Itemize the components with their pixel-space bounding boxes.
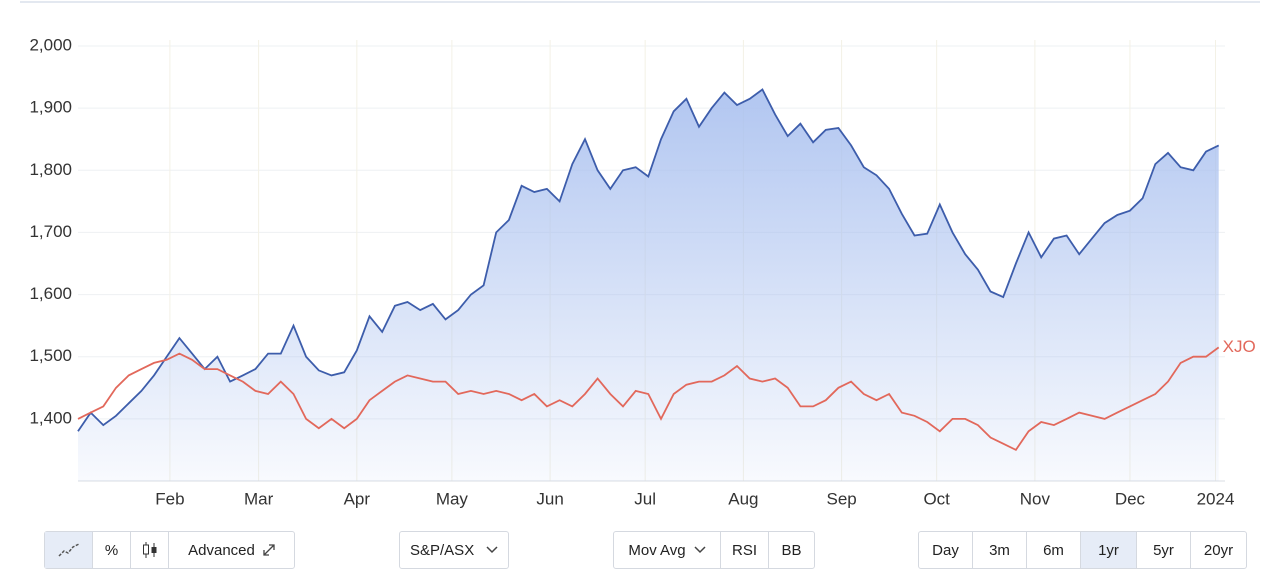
toolbar-button[interactable]: Mov Avg [614, 532, 721, 568]
x-tick-label: Jul [634, 489, 656, 508]
toolbar-button[interactable]: RSI [721, 532, 769, 568]
series-line [77, 88, 1220, 432]
y-tick-label: 1,700 [29, 222, 72, 241]
index-select-label: S&P/ASX [410, 541, 475, 559]
advanced-button[interactable]: Advanced [169, 532, 294, 568]
index-select[interactable]: S&P/ASX [400, 532, 508, 568]
x-tick-label: May [436, 489, 469, 508]
chevron [486, 546, 498, 554]
range-group: Day 3m 6m 1yr 5yr 20yr [918, 531, 1247, 569]
chevron [694, 546, 706, 554]
x-tick-label: Oct [923, 489, 950, 508]
x-tick-label: Sep [826, 489, 856, 508]
series-label: XJO [1223, 337, 1256, 356]
x-tick-label: Apr [344, 489, 371, 508]
x-tick-label: Feb [155, 489, 184, 508]
x-tick-label: 2024 [1197, 489, 1235, 508]
x-tick-label: Jun [536, 489, 563, 508]
y-tick-label: 1,600 [29, 284, 72, 303]
x-tick-label: Aug [728, 489, 758, 508]
line-chart-button[interactable] [45, 532, 93, 568]
line-icon [57, 543, 79, 557]
chart-type-group: % Advanced [44, 531, 295, 569]
indicator-group: Mov Avg RSI BB [613, 531, 815, 569]
advanced-label: Advanced [188, 541, 255, 559]
x-tick-label: Nov [1020, 489, 1051, 508]
series-line [77, 346, 1220, 452]
y-tick-label: 2,000 [29, 35, 72, 54]
toolbar-button[interactable]: 5yr [1137, 532, 1191, 568]
y-tick-label: 1,800 [29, 160, 72, 179]
toolbar-button[interactable]: BB [781, 541, 802, 559]
toolbar-button[interactable]: 3m [973, 532, 1027, 568]
candle-button[interactable] [131, 532, 169, 568]
toolbar-button[interactable]: 1yr [1081, 532, 1137, 568]
toolbar-button[interactable]: Day [919, 532, 973, 568]
candle-icon [143, 542, 157, 558]
expand-icon [263, 544, 275, 556]
chart: 1,400 1,500 1,600 1,700 1,800 1,900 2,000 Feb Ma… [20, 1, 1260, 508]
indicator-label: Mov Avg [628, 541, 686, 559]
x-tick-label: Mar [244, 489, 274, 508]
x-tick-label: Dec [1115, 489, 1146, 508]
y-tick-label: 1,400 [29, 408, 72, 427]
toolbar-button[interactable]: 6m [1027, 532, 1081, 568]
index-group: S&P/ASX [399, 531, 509, 569]
area-fill [78, 89, 1219, 481]
y-tick-label: 1,900 [29, 98, 72, 117]
y-tick-label: 1,500 [29, 346, 72, 365]
toolbar-button[interactable]: 20yr [1203, 541, 1234, 559]
percent-button[interactable]: % [93, 532, 131, 568]
